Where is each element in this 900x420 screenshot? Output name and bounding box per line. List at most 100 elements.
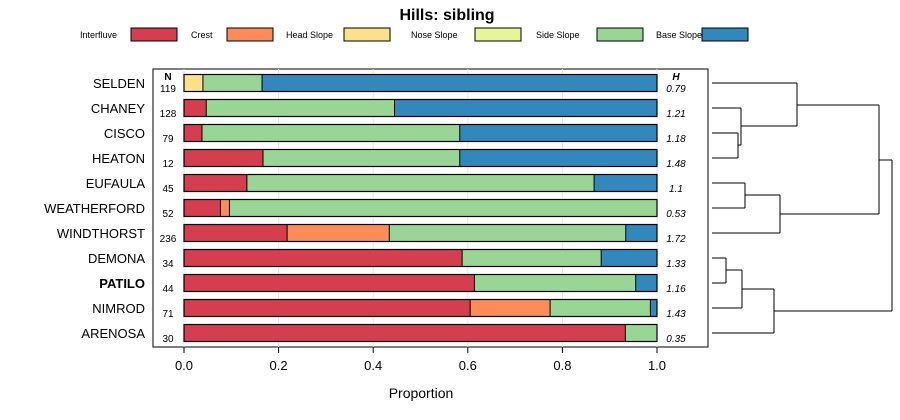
h-label: 0.35 xyxy=(666,334,686,345)
bar-segment-crest xyxy=(220,199,230,217)
n-labels: 119 128 79 12 45 52 236 34 44 71 30 xyxy=(160,84,177,345)
bar-segment-crest xyxy=(287,224,390,242)
n-label: 12 xyxy=(162,159,174,170)
x-tick-label: 0.4 xyxy=(364,358,382,373)
legend-swatch-crest xyxy=(226,27,274,42)
h-label: 1.33 xyxy=(666,259,686,270)
bar-segment-side-slope xyxy=(462,249,602,267)
legend-label-interfluve: Interfluve xyxy=(80,30,117,40)
bar-outline xyxy=(183,248,658,268)
bar-segment-side-slope xyxy=(550,299,651,317)
plot-panel xyxy=(152,68,709,348)
bar-outline xyxy=(183,98,658,118)
n-label: 34 xyxy=(162,259,174,270)
bar-segment-side-slope xyxy=(206,99,395,117)
x-tick-label: 0.6 xyxy=(459,358,477,373)
bar-outline xyxy=(183,323,658,343)
x-axis: 0.0 0.2 0.4 0.6 0.8 1.0 xyxy=(175,347,666,373)
bar-segment-base-slope xyxy=(625,224,657,242)
h-label: 1.21 xyxy=(666,109,685,120)
dendrogram-link-eufaula-weatherford xyxy=(712,182,746,209)
row-label-selden: SELDEN xyxy=(93,76,145,91)
legend-label-crest: Crest xyxy=(191,30,213,40)
bar-segment-side-slope xyxy=(625,324,657,342)
dendrogram-link-selden-cluster xyxy=(712,82,798,127)
bar-segment-base-slope xyxy=(394,99,657,117)
row-label-heaton: HEATON xyxy=(92,151,145,166)
bar-segment-base-slope xyxy=(459,124,657,142)
bar-row-eufaula xyxy=(183,173,658,193)
bar-outline xyxy=(183,73,658,93)
legend-label-nose-slope: Nose Slope xyxy=(411,30,458,40)
n-label: 44 xyxy=(162,284,174,295)
h-label: 1.43 xyxy=(666,309,686,320)
bar-segment-interfluve xyxy=(184,249,463,267)
row-label-chaney: CHANEY xyxy=(91,101,146,116)
bar-row-demona xyxy=(183,248,658,268)
bar-segment-interfluve xyxy=(184,324,626,342)
chart-title: Hills: sibling xyxy=(399,7,494,24)
n-header: N xyxy=(164,72,171,83)
bar-segment-base-slope xyxy=(262,74,657,92)
bar-outline xyxy=(183,198,658,218)
legend: Interfluve Crest Head Slope Nose Slope Side … xyxy=(80,27,749,42)
dendrogram xyxy=(712,82,893,334)
bar-row-patilo xyxy=(183,273,658,293)
bar-row-windthorst xyxy=(183,223,658,243)
bar-segment-head-slope xyxy=(184,74,203,92)
row-label-arenosa: ARENOSA xyxy=(81,326,145,341)
legend-swatch-head-slope xyxy=(343,27,391,42)
n-label: 30 xyxy=(162,334,174,345)
bar-segment-interfluve xyxy=(184,199,221,217)
bar-segment-base-slope xyxy=(635,274,657,292)
dendrogram-link-chaney-cluster xyxy=(712,107,742,146)
bar-segment-base-slope xyxy=(459,149,657,167)
x-axis-label: Proportion xyxy=(389,385,454,401)
h-label: 1.1 xyxy=(669,184,683,195)
bar-segment-base-slope xyxy=(594,174,657,192)
dendrogram-link-nimrod xyxy=(712,269,743,309)
row-label-cisco: CISCO xyxy=(104,126,145,141)
row-label-weatherford: WEATHERFORD xyxy=(44,201,145,216)
legend-swatch-nose-slope xyxy=(474,27,522,42)
bar-outline xyxy=(183,273,658,293)
n-label: 71 xyxy=(162,309,174,320)
n-label: 52 xyxy=(162,209,174,220)
bar-segment-interfluve xyxy=(184,299,471,317)
dendrogram-link-root xyxy=(774,159,893,312)
h-header: H xyxy=(672,72,680,83)
row-labels: SELDEN CHANEY CISCO HEATON EUFAULA WEATHERFOR… xyxy=(44,76,145,341)
bar-segment-side-slope xyxy=(389,224,626,242)
legend-swatch-side-slope xyxy=(596,27,644,42)
dendrogram-link-cisco-heaton xyxy=(712,132,739,159)
h-label: 1.16 xyxy=(666,284,686,295)
bar-row-cisco xyxy=(183,123,658,143)
bar-segment-interfluve xyxy=(184,174,247,192)
h-label: 1.48 xyxy=(666,159,686,170)
bar-segment-base-slope xyxy=(601,249,657,267)
dendrogram-link-demona-patilo xyxy=(712,257,727,284)
bar-outline xyxy=(183,223,658,243)
n-label: 119 xyxy=(160,84,176,95)
h-label: 1.72 xyxy=(666,234,686,245)
row-label-nimrod: NIMROD xyxy=(92,301,145,316)
h-label: 0.79 xyxy=(666,84,686,95)
bar-segment-interfluve xyxy=(184,274,475,292)
n-label: 236 xyxy=(160,234,177,245)
dendrogram-link-windthorst xyxy=(712,194,781,234)
bar-row-selden xyxy=(183,73,658,93)
bar-segment-crest xyxy=(470,299,551,317)
bar-row-chaney xyxy=(183,98,658,118)
n-label: 79 xyxy=(162,134,174,145)
x-tick-label: 1.0 xyxy=(648,358,666,373)
x-tick-label: 0.8 xyxy=(553,358,571,373)
bar-row-heaton xyxy=(183,148,658,168)
dendrogram-link-upper-clusters xyxy=(780,104,880,215)
legend-label-base-slope: Base Slope xyxy=(656,30,702,40)
bar-segment-side-slope xyxy=(201,124,460,142)
h-label: 1.18 xyxy=(666,134,686,145)
bar-outline xyxy=(183,173,658,193)
bar-segment-side-slope xyxy=(474,274,636,292)
row-label-demona: DEMONA xyxy=(88,251,145,266)
n-label: 45 xyxy=(162,184,174,195)
